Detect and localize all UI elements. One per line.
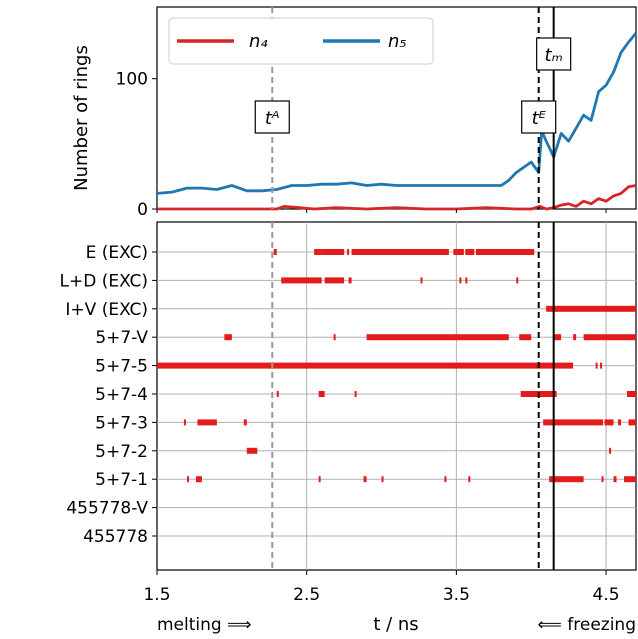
- legend-n4-label: n₄: [249, 31, 268, 52]
- x-axis-label: t / ns: [373, 614, 418, 635]
- event-segment-5-1: [318, 391, 325, 397]
- event-segment-1-1: [324, 277, 345, 284]
- vline-label-2: tₘ: [545, 45, 563, 66]
- y-tick-label-0: 0: [137, 200, 148, 220]
- event-segment-0-5: [453, 249, 464, 255]
- event-segment-1-5: [465, 277, 468, 284]
- legend-n5-label: n₅: [388, 31, 407, 52]
- event-segment-6-3: [543, 419, 604, 426]
- event-segment-6-4: [604, 419, 614, 426]
- event-segment-8-5: [444, 476, 447, 483]
- event-segment-8-10: [624, 476, 636, 483]
- category-label-8: 5+7-1: [95, 470, 148, 490]
- event-segment-6-6: [628, 419, 636, 426]
- category-label-4: 5+7-5: [95, 357, 148, 377]
- series-line-n5: [156, 32, 638, 195]
- bottom-axes-frame: [156, 221, 637, 571]
- event-segment-8-3: [363, 476, 367, 483]
- event-segment-3-6: [583, 334, 636, 341]
- melting-annotation: melting ⟹: [157, 615, 251, 635]
- vline-label-box-1: [521, 100, 557, 134]
- event-segment-3-4: [553, 334, 562, 341]
- category-label-6: 5+7-3: [95, 413, 148, 433]
- event-segment-1-3: [420, 277, 423, 284]
- top-vlines-group: tᴬ tᴱ tₘ: [254, 7, 572, 209]
- category-label-2: I+V (EXC): [65, 300, 148, 320]
- freezing-annotation: ⟸ freezing: [537, 615, 636, 635]
- event-segment-6-5: [618, 419, 622, 426]
- event-segment-2-0: [546, 305, 636, 312]
- event-segment-0-3: [347, 249, 350, 255]
- event-segment-0-0: [273, 249, 277, 255]
- category-label-0: E (EXC): [86, 243, 148, 263]
- event-segment-1-2: [348, 277, 352, 284]
- event-segment-6-1: [197, 419, 217, 426]
- event-segment-0-6: [465, 249, 475, 255]
- top-yticks-group: 0 100: [116, 70, 157, 220]
- event-segment-3-2: [366, 334, 509, 341]
- y-axis-label: Number of rings: [71, 45, 92, 191]
- event-segment-6-0: [183, 419, 186, 426]
- event-segment-5-0: [276, 391, 279, 397]
- event-segment-4-1: [595, 362, 598, 369]
- event-segment-0-7: [475, 249, 535, 255]
- top-series-group: [156, 32, 638, 211]
- category-label-5: 5+7-4: [95, 385, 148, 405]
- vline-label-box-2: [536, 37, 572, 71]
- category-label-9: 455778-V: [66, 499, 148, 519]
- event-segment-4-2: [600, 362, 603, 369]
- x-tick-label-1: 2.5: [293, 585, 320, 605]
- legend-box: [168, 17, 434, 65]
- x-tick-label-2: 3.5: [443, 585, 470, 605]
- event-segment-8-7: [549, 476, 584, 483]
- category-labels-group: E (EXC) L+D (EXC) I+V (EXC) 5+7-V 5+7-5 5+7-4…: [60, 243, 157, 547]
- category-label-3: 5+7-V: [95, 328, 148, 348]
- event-segment-4-0: [157, 362, 574, 369]
- event-segment-3-3: [519, 334, 532, 341]
- event-segment-0-1: [314, 249, 322, 255]
- event-segment-8-6: [468, 476, 471, 483]
- event-segment-8-2: [318, 476, 321, 483]
- vline-label-0: tᴬ: [265, 108, 280, 129]
- event-segment-1-6: [516, 277, 519, 284]
- event-segment-5-2: [354, 391, 357, 397]
- event-segment-3-1: [333, 334, 336, 341]
- category-label-10: 455778: [83, 527, 148, 547]
- legend: n₄ n₅: [168, 17, 434, 65]
- event-segment-0-2: [321, 249, 345, 255]
- x-tick-label-3: 4.5: [593, 585, 620, 605]
- event-raster-panel: E (EXC) L+D (EXC) I+V (EXC) 5+7-V 5+7-5 5+7-4…: [60, 209, 637, 605]
- event-segment-8-8: [601, 476, 604, 483]
- event-segment-1-4: [459, 277, 462, 284]
- vline-label-box-0: [254, 100, 290, 134]
- vline-label-1: tᴱ: [532, 108, 547, 129]
- event-segment-3-0: [224, 334, 232, 341]
- category-label-7: 5+7-2: [95, 442, 148, 462]
- series-line-n4: [157, 184, 637, 211]
- event-segment-1-0: [281, 277, 322, 284]
- x-tick-label-0: 1.5: [143, 585, 170, 605]
- event-segment-8-9: [613, 476, 617, 483]
- bottom-segments-group: [157, 249, 636, 483]
- event-segment-0-4: [351, 249, 449, 255]
- bottom-grid-group: [157, 222, 636, 570]
- y-tick-label-1: 100: [116, 70, 148, 90]
- event-segment-6-2: [243, 419, 247, 426]
- event-segment-7-1: [609, 447, 612, 454]
- event-segment-8-4: [381, 476, 384, 483]
- event-segment-3-5: [573, 334, 577, 341]
- ring-count-panel: tᴬ tᴱ tₘ 0 100 Number of rings n₄ n₅: [71, 6, 638, 220]
- event-segment-5-4: [627, 391, 636, 397]
- event-segment-8-0: [186, 476, 189, 483]
- x-ticks-group: 1.5 2.5 3.5 4.5: [143, 209, 620, 605]
- category-label-1: L+D (EXC): [60, 271, 149, 291]
- event-segment-8-1: [195, 476, 202, 483]
- event-segment-7-0: [246, 447, 258, 454]
- bottom-vlines-group: [271, 222, 555, 570]
